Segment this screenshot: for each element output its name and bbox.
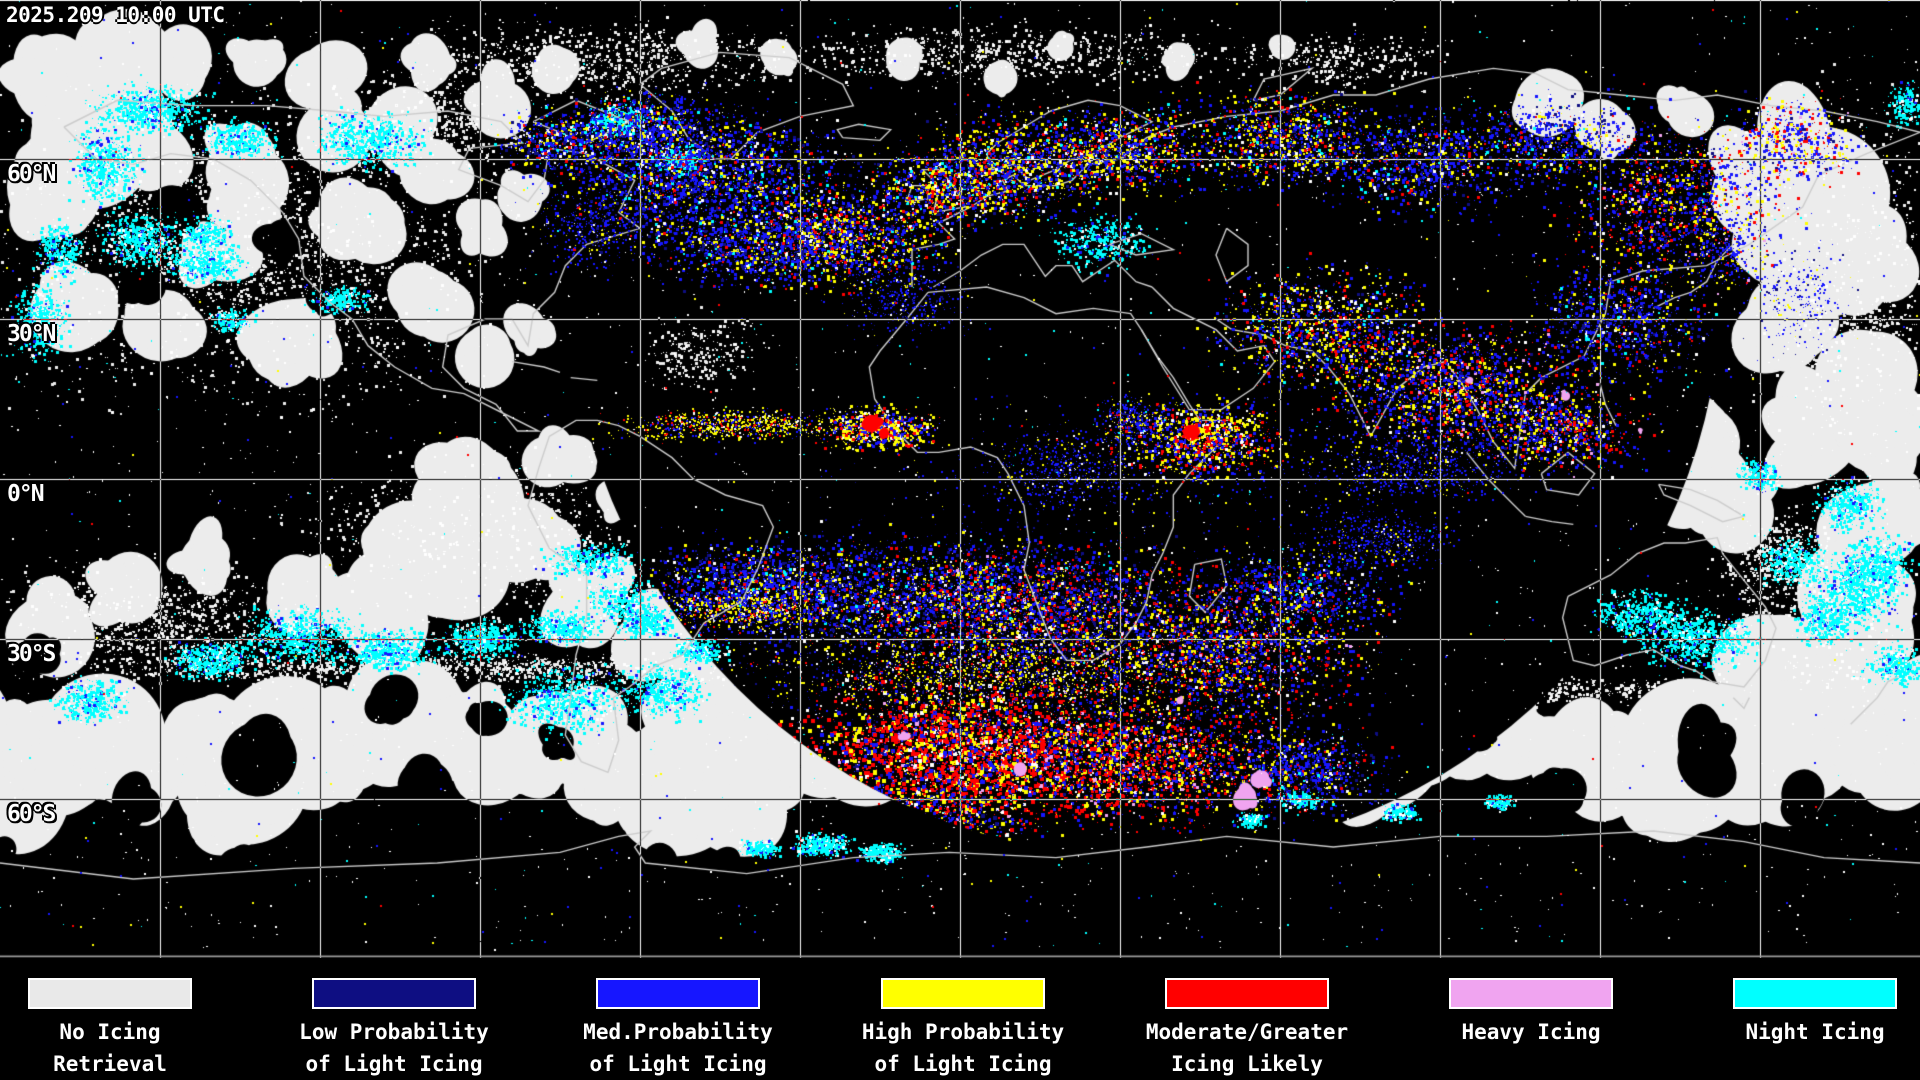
legend-label-line2: Icing Likely <box>1171 1052 1323 1076</box>
legend-item-high-probability: High Probability of Light Icing <box>831 958 1095 1080</box>
legend-swatch-moderate-greater <box>1165 978 1329 1009</box>
legend-swatch-night-icing <box>1733 978 1897 1009</box>
legend-item-heavy-icing: Heavy Icing <box>1399 958 1663 1080</box>
latitude-label-60n: 60°N <box>7 161 56 187</box>
legend-swatch-high-probability <box>881 978 1045 1009</box>
legend-label-line2: of Light Icing <box>874 1052 1052 1076</box>
legend-swatch-med-probability <box>596 978 760 1009</box>
legend-label-line1: Med.Probability <box>583 1020 773 1044</box>
legend-item-moderate-greater: Moderate/Greater Icing Likely <box>1115 958 1379 1080</box>
legend-label-line1: No Icing <box>59 1020 161 1044</box>
legend: No Icing Retrieval Low Probability of Li… <box>0 958 1920 1080</box>
latitude-label-60s: 60°S <box>7 801 56 827</box>
latitude-label-0n: 0°N <box>7 481 45 507</box>
legend-swatch-low-probability <box>312 978 476 1009</box>
legend-item-med-probability: Med.Probability of Light Icing <box>546 958 810 1080</box>
latitude-label-30s: 30°S <box>7 641 56 667</box>
legend-label-line1: Heavy Icing <box>1461 1020 1601 1044</box>
latitude-label-30n: 30°N <box>7 321 56 347</box>
legend-label-line2 <box>1399 1048 1663 1080</box>
legend-label-line1: Low Probability <box>299 1020 489 1044</box>
legend-swatch-no-icing <box>28 978 192 1009</box>
legend-label-line2: Retrieval <box>53 1052 167 1076</box>
legend-label-line2: of Light Icing <box>589 1052 767 1076</box>
legend-label-line2 <box>1683 1048 1920 1080</box>
legend-label-line2: of Light Icing <box>305 1052 483 1076</box>
legend-swatch-heavy-icing <box>1449 978 1613 1009</box>
legend-item-low-probability: Low Probability of Light Icing <box>262 958 526 1080</box>
legend-label-line1: High Probability <box>861 1020 1065 1044</box>
legend-label-line1: Moderate/Greater <box>1145 1020 1349 1044</box>
legend-label-line1: Night Icing <box>1745 1020 1885 1044</box>
legend-item-no-icing: No Icing Retrieval <box>0 958 242 1080</box>
legend-item-night-icing: Night Icing <box>1683 958 1920 1080</box>
timestamp: 2025.209 10:00 UTC <box>6 3 225 27</box>
